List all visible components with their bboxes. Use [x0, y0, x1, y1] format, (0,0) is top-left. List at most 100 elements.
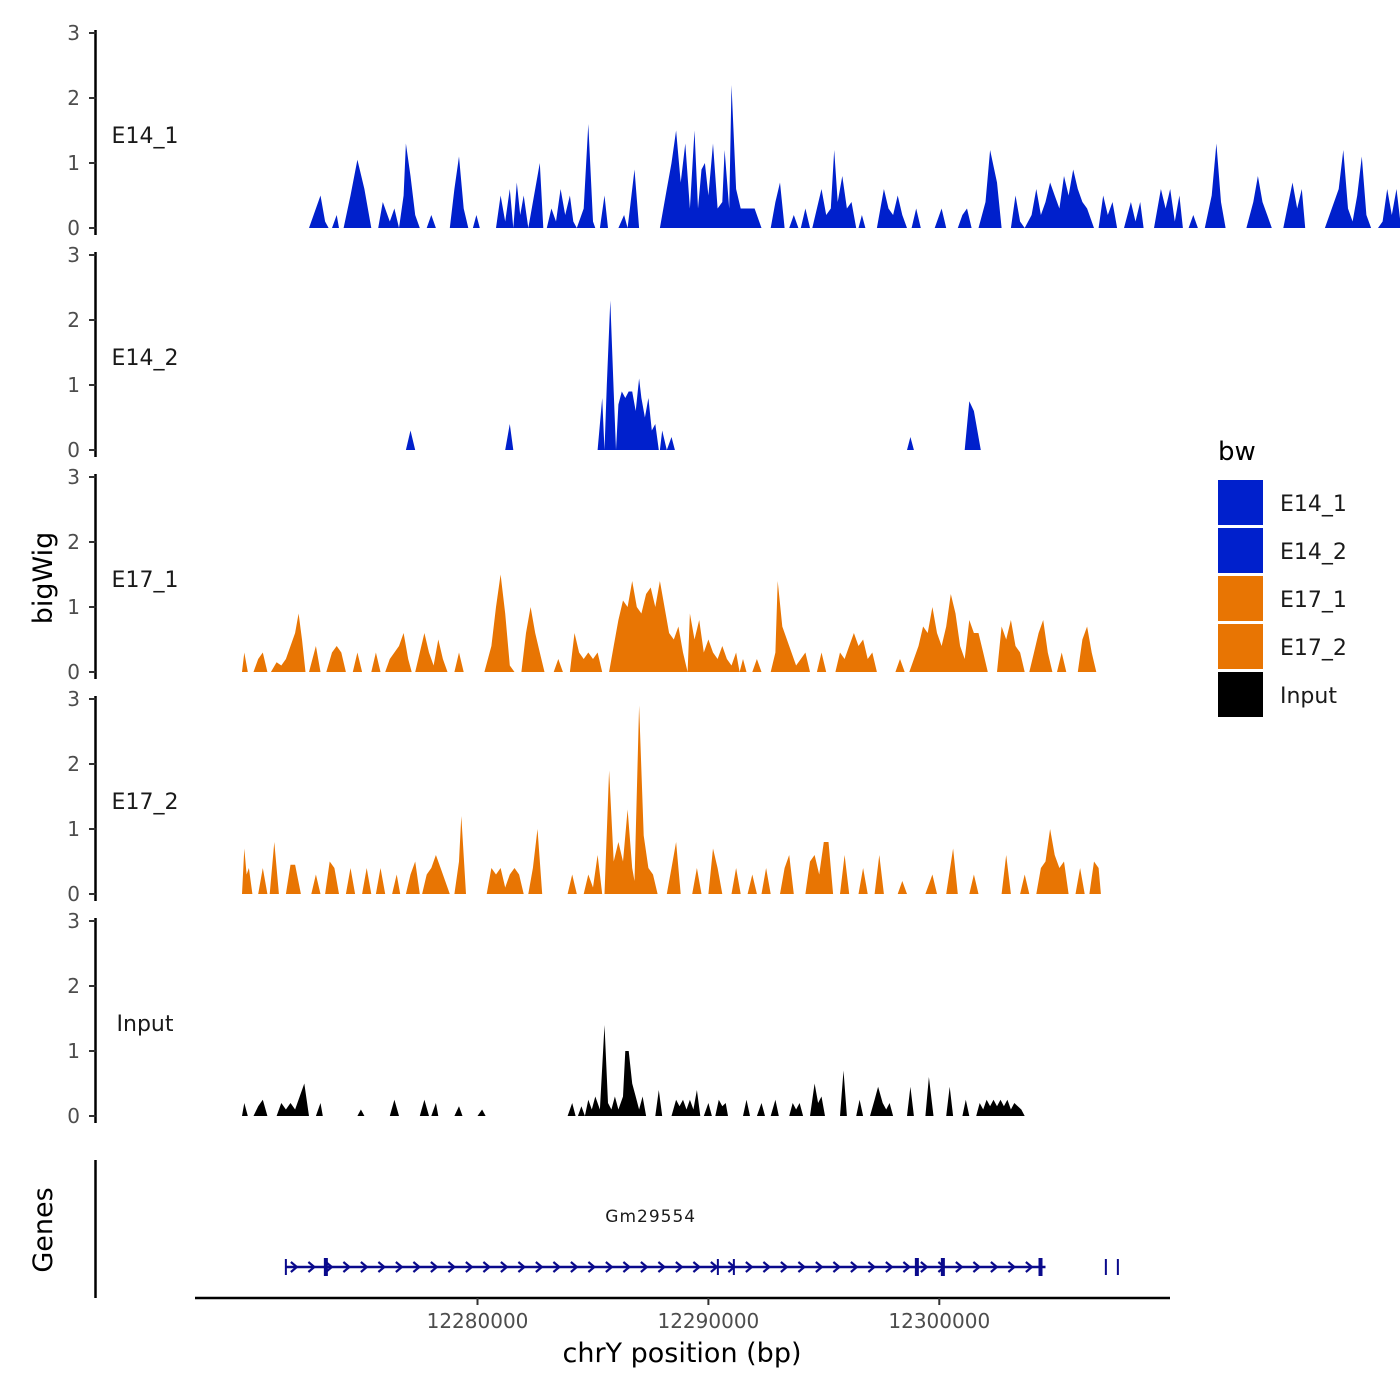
strand-arrow — [430, 1261, 439, 1273]
strand-arrow — [622, 1261, 632, 1273]
y-tick-label: 0 — [67, 882, 80, 906]
strand-arrow — [710, 1261, 719, 1273]
strand-arrow — [307, 1261, 317, 1273]
legend-swatch — [1218, 624, 1263, 669]
strand-arrow — [447, 1261, 457, 1273]
y-tick-label: 3 — [67, 909, 80, 933]
x-axis-ticks: 12280000 12290000 12300000 — [427, 1298, 990, 1333]
y-tick-label: 1 — [67, 373, 80, 397]
exon-mark — [323, 1258, 328, 1276]
strand-arrow — [832, 1261, 842, 1273]
y-tick-label: 3 — [67, 21, 80, 45]
strand-arrow — [745, 1261, 754, 1273]
strand-arrow — [570, 1261, 579, 1273]
legend-title: bw — [1218, 437, 1256, 467]
y-tick-label: 1 — [67, 817, 80, 841]
exon-mark — [940, 1258, 945, 1276]
strand-arrow — [482, 1261, 492, 1273]
y-tick-label: 2 — [67, 752, 80, 776]
legend-swatch — [1218, 576, 1263, 621]
exon-mark — [1104, 1259, 1107, 1275]
strand-arrow — [587, 1261, 597, 1273]
track-label: E14_2 — [112, 346, 179, 371]
coverage-area-E17_1 — [242, 574, 1097, 672]
strand-arrow — [605, 1261, 614, 1273]
coverage-area-Input — [242, 1025, 1025, 1116]
legend-label: E14_1 — [1280, 492, 1347, 517]
track-label: Input — [117, 1012, 174, 1037]
gene-model: Gm29554 — [284, 1207, 1119, 1276]
strand-arrow — [902, 1261, 912, 1273]
exon-mark — [1038, 1258, 1043, 1276]
y-tick-label: 2 — [67, 308, 80, 332]
gene-name-label: Gm29554 — [605, 1207, 696, 1227]
strand-arrow — [797, 1261, 807, 1273]
strand-arrow — [885, 1261, 894, 1273]
y-tick-label: 1 — [67, 151, 80, 175]
strand-arrow — [1025, 1261, 1034, 1273]
y-tick-label: 2 — [67, 530, 80, 554]
exon-mark — [1116, 1259, 1119, 1275]
strand-arrow — [815, 1261, 824, 1273]
legend-label: E17_1 — [1280, 588, 1347, 613]
strand-arrow — [360, 1261, 369, 1273]
legend-swatch — [1218, 528, 1263, 573]
legend: bw E14_1 E14_2 E17_1 E17_2 Input — [1218, 437, 1347, 717]
strand-arrow — [552, 1261, 562, 1273]
x-tick-label: 12280000 — [427, 1309, 529, 1333]
x-tick-label: 12300000 — [888, 1309, 990, 1333]
y-tick-label: 1 — [67, 595, 80, 619]
y-tick-label: 3 — [67, 687, 80, 711]
track-Input: 0 1 2 3 Input — [67, 909, 1025, 1128]
track-E17_1: 0 1 2 3 E17_1 — [67, 465, 1097, 684]
strand-arrow — [920, 1261, 929, 1273]
coverage-tracks: 0 1 2 3 E14_1 0 1 2 3 E14_2 0 1 2 3 E17_1 0 1 2 3 E17_2 0 1 2 3… — [67, 21, 1400, 1128]
track-E17_2: 0 1 2 3 E17_2 — [67, 687, 1101, 906]
y-tick-label: 0 — [67, 1104, 80, 1128]
track-E14_2: 0 1 2 3 E14_2 — [67, 243, 981, 462]
y-tick-label: 2 — [67, 974, 80, 998]
strand-arrow — [990, 1261, 999, 1273]
genes-axis-title: Genes — [28, 1187, 59, 1272]
y-tick-label: 0 — [67, 216, 80, 240]
strand-arrow — [867, 1261, 877, 1273]
x-axis-title: chrY position (bp) — [562, 1338, 801, 1369]
strand-arrow — [342, 1261, 352, 1273]
strand-arrow — [850, 1261, 859, 1273]
x-axis: 12280000 12290000 12300000 chrY position (… — [195, 1296, 1170, 1369]
legend-label: Input — [1280, 684, 1337, 709]
y-axis-title: bigWig — [28, 532, 59, 625]
legend-items: E14_1 E14_2 E17_1 E17_2 Input — [1218, 480, 1347, 717]
y-tick-label: 0 — [67, 438, 80, 462]
y-tick-label: 1 — [67, 1039, 80, 1063]
legend-swatch — [1218, 480, 1263, 525]
strand-arrow — [465, 1261, 474, 1273]
strand-arrow — [955, 1261, 964, 1273]
track-label: E17_1 — [112, 568, 179, 593]
coverage-area-E14_1 — [309, 85, 1400, 228]
x-tick-label: 12290000 — [657, 1309, 759, 1333]
strand-arrow — [972, 1261, 982, 1273]
strand-arrow — [377, 1261, 387, 1273]
track-E14_1: 0 1 2 3 E14_1 — [67, 21, 1400, 240]
strand-arrow — [675, 1261, 684, 1273]
y-tick-label: 3 — [67, 243, 80, 267]
coverage-area-E14_2 — [405, 300, 981, 450]
strand-arrow — [640, 1261, 649, 1273]
strand-arrow — [412, 1261, 422, 1273]
track-label: E14_1 — [112, 124, 179, 149]
coverage-area-E17_2 — [242, 705, 1101, 894]
exon-mark — [732, 1259, 735, 1275]
genes-panel: Genes Gm29554 — [28, 1160, 1119, 1298]
strand-arrow — [535, 1261, 544, 1273]
y-tick-label: 2 — [67, 86, 80, 110]
strand-arrow — [500, 1261, 509, 1273]
y-tick-label: 3 — [67, 465, 80, 489]
strand-arrow — [692, 1261, 702, 1273]
strand-arrow — [395, 1261, 404, 1273]
strand-arrow — [657, 1261, 667, 1273]
exon-mark — [716, 1259, 719, 1275]
exon-mark — [914, 1258, 919, 1276]
track-label: E17_2 — [112, 790, 179, 815]
